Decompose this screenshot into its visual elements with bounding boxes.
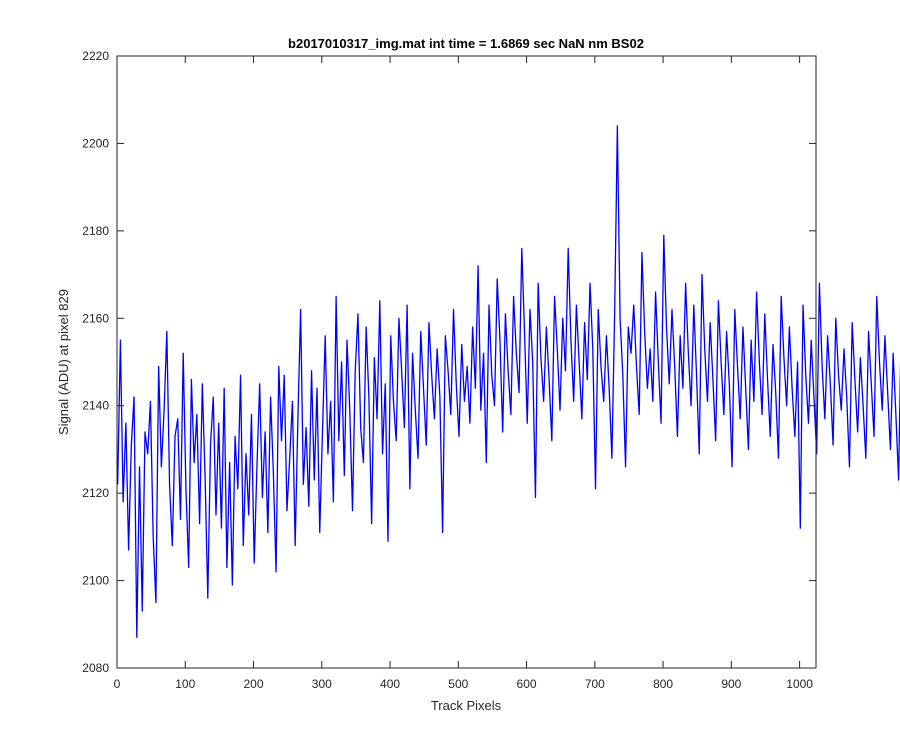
y-tick-label: 2160 <box>82 311 109 325</box>
series-line <box>117 125 900 639</box>
x-axis: 0 100 200 300 400 500 600 700 800 900 1000 <box>114 56 813 691</box>
plot-frame <box>116 55 817 669</box>
chart-title: b2017010317_img.mat int time = 1.6869 se… <box>288 36 644 51</box>
x-tick-label: 400 <box>380 677 400 691</box>
x-tick-label: 0 <box>114 677 121 691</box>
x-tick-label: 700 <box>585 677 605 691</box>
y-tick-label: 2120 <box>82 486 109 500</box>
y-tick-label: 2080 <box>82 661 109 675</box>
x-tick-label: 200 <box>244 677 264 691</box>
y-tick-label: 2200 <box>82 136 109 150</box>
series-layer <box>117 125 900 639</box>
y-axis: 2080 2100 2120 2140 2160 2180 2200 2220 <box>82 49 816 675</box>
x-axis-label: Track Pixels <box>431 698 502 713</box>
x-tick-label: 300 <box>312 677 332 691</box>
y-tick-label: 2140 <box>82 399 109 413</box>
x-tick-label: 600 <box>517 677 537 691</box>
x-tick-label: 900 <box>721 677 741 691</box>
plot-area <box>117 56 816 668</box>
x-tick-label: 1000 <box>786 677 813 691</box>
y-tick-label: 2100 <box>82 574 109 588</box>
y-axis-label: Signal (ADU) at pixel 829 <box>56 289 71 435</box>
x-tick-label: 800 <box>653 677 673 691</box>
y-tick-label: 2220 <box>82 49 109 63</box>
y-tick-label: 2180 <box>82 224 109 238</box>
x-tick-label: 100 <box>175 677 195 691</box>
x-tick-label: 500 <box>448 677 468 691</box>
